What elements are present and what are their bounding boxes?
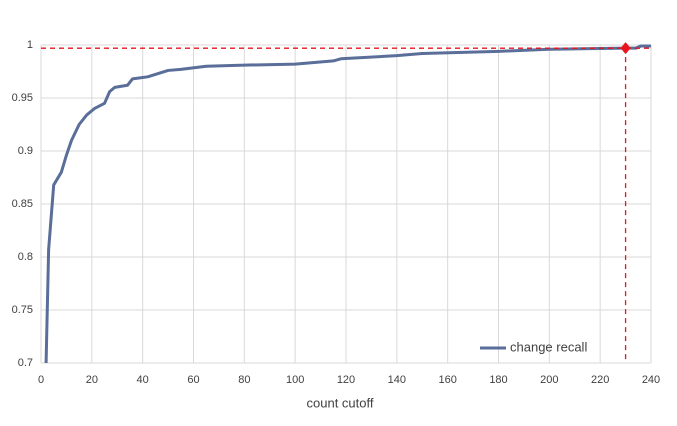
- x-tick-label: 80: [238, 374, 250, 386]
- marker: [620, 42, 631, 55]
- x-tick-label: 240: [642, 374, 660, 386]
- y-tick-label: 0.9: [18, 145, 33, 157]
- y-tick-label: 0.7: [18, 357, 33, 369]
- x-tick-label: 180: [489, 374, 507, 386]
- y-tick-label: 0.75: [12, 304, 33, 316]
- data-line: [44, 44, 651, 364]
- x-tick-label: 20: [86, 374, 98, 386]
- x-tick-label: 160: [438, 374, 456, 386]
- x-tick-label: 100: [286, 374, 304, 386]
- x-tick-label: 0: [38, 374, 44, 386]
- x-tick-label: 120: [337, 374, 355, 386]
- x-tick-label: 220: [591, 374, 609, 386]
- y-tick-label: 0.8: [18, 251, 33, 263]
- legend-label: change recall: [510, 339, 587, 354]
- x-tick-label: 200: [540, 374, 558, 386]
- y-tick-label: 1: [27, 39, 33, 51]
- y-tick-label: 0.95: [12, 92, 33, 104]
- x-axis-label: count cutoff: [307, 395, 374, 410]
- x-tick-label: 140: [388, 374, 406, 386]
- x-tick-label: 60: [187, 374, 199, 386]
- x-tick-label: 40: [137, 374, 149, 386]
- y-tick-label: 0.85: [12, 198, 33, 210]
